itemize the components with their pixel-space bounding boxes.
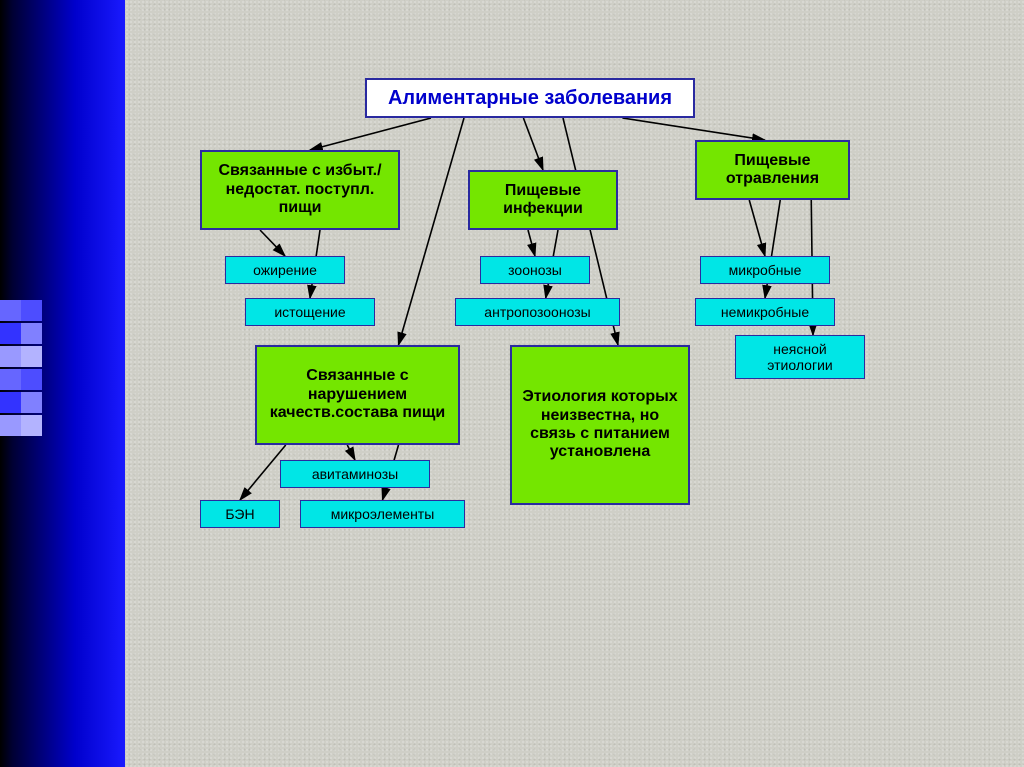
node-c_avit: авитаминозы	[280, 460, 430, 488]
sidebar-square-row	[0, 392, 42, 413]
node-c_antro: антропозоонозы	[455, 298, 620, 326]
sidebar-square-row	[0, 346, 42, 367]
node-g2: Пищевые инфекции	[468, 170, 618, 230]
sidebar-square	[0, 369, 21, 390]
sidebar-square-row	[0, 415, 42, 436]
arrow	[310, 118, 431, 150]
node-c_mic: микробные	[700, 256, 830, 284]
node-c_zoo: зоонозы	[480, 256, 590, 284]
sidebar-square	[0, 392, 21, 413]
sidebar-square	[0, 346, 21, 367]
arrow	[622, 118, 764, 140]
diagram-canvas: Алиментарные заболевания Связанные с избы…	[125, 0, 1024, 767]
node-g5: Этиология которых неизвестна, но связь с…	[510, 345, 690, 505]
sidebar-square	[21, 369, 42, 390]
sidebar-square	[21, 346, 42, 367]
node-c_micel: микроэлементы	[300, 500, 465, 528]
arrow	[240, 445, 286, 500]
sidebar-square-row	[0, 323, 42, 344]
arrow	[523, 118, 543, 170]
node-c_ben: БЭН	[200, 500, 280, 528]
node-g4: Связанные с нарушением качеств.состава п…	[255, 345, 460, 445]
node-c_ozh: ожирение	[225, 256, 345, 284]
sidebar-square	[0, 415, 21, 436]
sidebar-decoration	[0, 0, 125, 767]
node-c_nemic: немикробные	[695, 298, 835, 326]
sidebar-square	[21, 323, 42, 344]
arrow	[528, 230, 535, 256]
node-c_ney: неясной этиологии	[735, 335, 865, 379]
sidebar-square-row	[0, 300, 42, 321]
node-g3: Пищевые отравления	[695, 140, 850, 200]
sidebar-square-row	[0, 369, 42, 390]
sidebar-square	[21, 415, 42, 436]
node-g1: Связанные с избыт./недостат. поступл. пи…	[200, 150, 400, 230]
node-c_ist: истощение	[245, 298, 375, 326]
sidebar-square	[0, 323, 21, 344]
sidebar-square	[21, 300, 42, 321]
sidebar-square	[0, 300, 21, 321]
sidebar-square	[21, 392, 42, 413]
arrow	[260, 230, 285, 256]
arrow	[347, 445, 355, 460]
arrow	[749, 200, 765, 256]
node-title: Алиментарные заболевания	[365, 78, 695, 118]
